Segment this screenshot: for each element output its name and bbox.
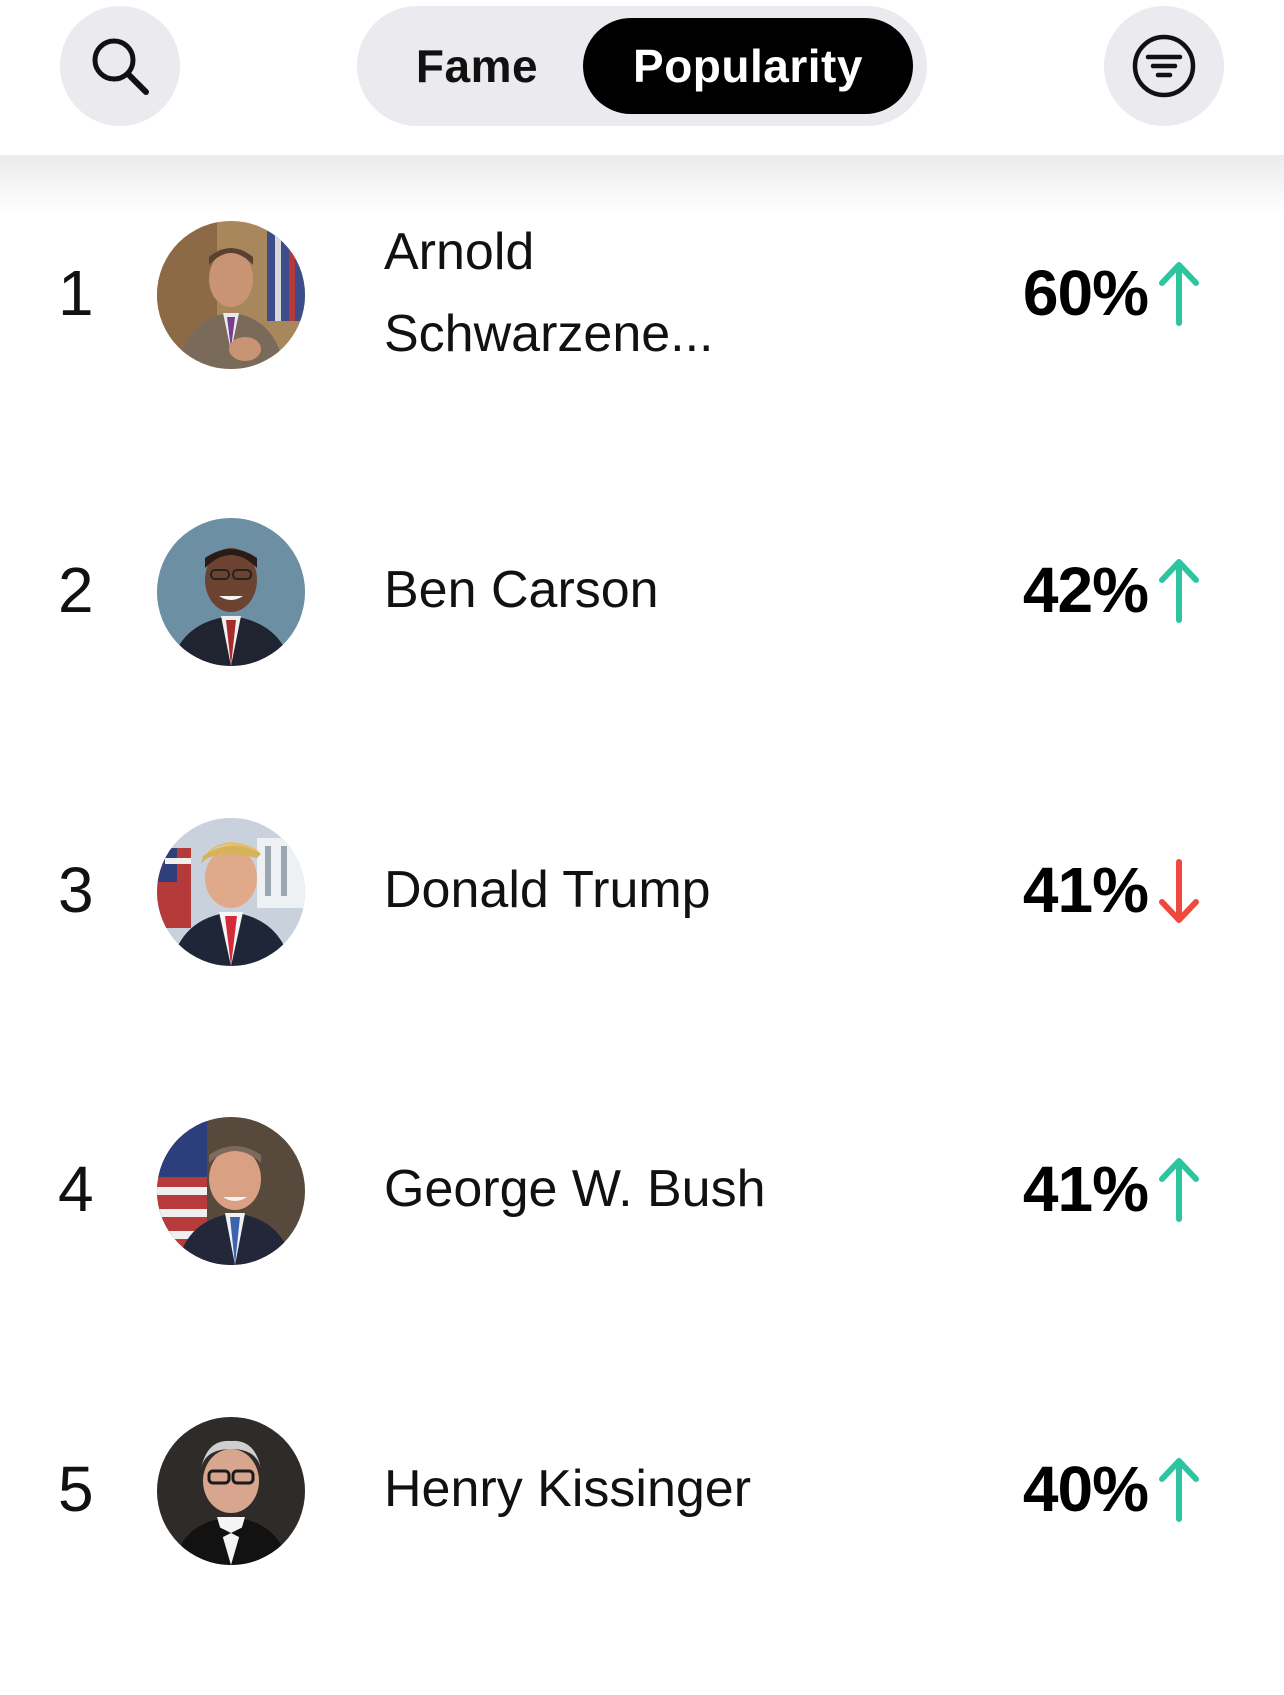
popularity-percent: 42%: [1022, 554, 1149, 626]
list-item[interactable]: 2 Ben Carson 42%: [0, 490, 1284, 690]
tab-fame[interactable]: Fame: [415, 40, 539, 92]
avatar: [157, 1417, 305, 1565]
trend-up-arrow-icon: [1159, 262, 1199, 326]
list-item[interactable]: 3 Donald Trump 41%: [0, 790, 1284, 990]
rank-number: 4: [58, 1153, 94, 1225]
avatar: [157, 221, 305, 369]
tab-popularity[interactable]: Popularity: [583, 18, 913, 114]
person-name: Henry Kissinger: [384, 1460, 752, 1518]
rank-number: 1: [58, 257, 94, 329]
avatar: [157, 518, 305, 666]
ranking-mode-switch: Fame Popularity: [357, 6, 927, 126]
avatar: [157, 1117, 305, 1265]
trend-up-arrow-icon: [1159, 1458, 1199, 1522]
rank-number: 2: [58, 554, 94, 626]
filter-icon: [1132, 34, 1196, 98]
list-item[interactable]: 1 Arnold Schwarzene... 60%: [0, 193, 1284, 393]
rank-number: 5: [58, 1453, 94, 1525]
filter-button[interactable]: [1104, 6, 1224, 126]
trend-up-arrow-icon: [1159, 1158, 1199, 1222]
person-name: Arnold Schwarzene...: [384, 223, 714, 363]
trend-down-arrow-icon: [1159, 859, 1199, 923]
search-button[interactable]: [60, 6, 180, 126]
popularity-percent: 60%: [1022, 257, 1149, 329]
person-name: Ben Carson: [384, 561, 659, 619]
person-name: Donald Trump: [384, 861, 711, 919]
rank-number: 3: [58, 854, 94, 926]
list-item[interactable]: 4 George W. Bush 41%: [0, 1089, 1284, 1289]
trend-up-arrow-icon: [1159, 559, 1199, 623]
top-bar: Fame Popularity: [0, 0, 1284, 155]
header-shadow: [0, 155, 1284, 215]
popularity-percent: 41%: [1022, 1153, 1149, 1225]
popularity-percent: 40%: [1022, 1453, 1149, 1525]
person-name: George W. Bush: [384, 1160, 766, 1218]
avatar: [157, 818, 305, 966]
search-icon: [92, 38, 149, 95]
list-item[interactable]: 5 Henry Kissinger 40%: [0, 1389, 1284, 1589]
popularity-percent: 41%: [1022, 854, 1149, 926]
